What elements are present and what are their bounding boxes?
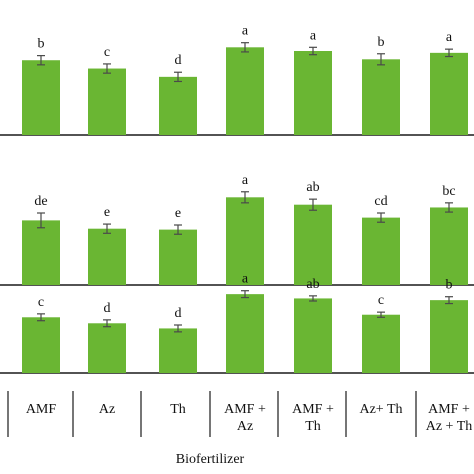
error-bar [309, 46, 317, 56]
significance-letter: c [104, 45, 110, 60]
significance-letter: ab [306, 180, 319, 195]
significance-letter: bc [442, 184, 455, 199]
chart-panel-1: b c d a a b a [0, 24, 474, 136]
bar [294, 51, 332, 135]
error-bar [309, 198, 317, 211]
error-bar [377, 311, 385, 318]
x-axis-title: Biofertilizer [176, 452, 245, 467]
significance-letter: a [446, 30, 453, 45]
bar [159, 229, 197, 285]
error-bar [445, 202, 453, 213]
significance-letter: b [378, 35, 385, 50]
category-tick-label: Az [99, 402, 115, 417]
bar [226, 294, 264, 373]
bar [430, 300, 468, 373]
significance-letter: c [378, 293, 384, 308]
bar [430, 52, 468, 135]
bar [226, 47, 264, 135]
category-tick-label: Th [170, 402, 186, 417]
bar [159, 328, 197, 373]
significance-letter: d [175, 53, 182, 68]
error-bar [241, 191, 249, 204]
error-bar [445, 48, 453, 58]
significance-letter: cd [374, 194, 387, 209]
error-bar [174, 224, 182, 235]
error-bar [103, 63, 111, 74]
error-bar [241, 290, 249, 299]
bar [362, 314, 400, 373]
bar [430, 207, 468, 285]
bar [88, 68, 126, 135]
bar [22, 317, 60, 373]
error-bar [174, 71, 182, 83]
bar [362, 59, 400, 135]
significance-letter: e [104, 205, 110, 220]
error-bar [309, 295, 317, 302]
significance-letter: b [38, 37, 45, 52]
category-tick-label: AMF + Az + Th [426, 402, 473, 434]
category-tick-label: AMF + Th [292, 402, 334, 434]
category-tick-label: Az+ Th [359, 402, 402, 417]
category-axis: AMF Az Th AMF + Az AMF + Th Az+ Th AMF + Az + Th [7, 391, 473, 437]
bar [159, 76, 197, 135]
error-bar [377, 53, 385, 66]
significance-letter: c [38, 295, 44, 310]
significance-letter: a [242, 173, 249, 188]
chart-panel-3: c d d a ab c b [0, 272, 474, 374]
error-bar [37, 313, 45, 322]
significance-letter: d [104, 301, 111, 316]
bar [226, 197, 264, 285]
significance-letter: a [242, 272, 249, 287]
significance-letter: ab [306, 277, 319, 292]
significance-letter: d [175, 306, 182, 321]
chart-panel-2: de e e a ab cd bc [0, 173, 474, 286]
error-bar [37, 212, 45, 229]
significance-letter: e [175, 206, 181, 221]
error-bar [103, 319, 111, 328]
bar [88, 228, 126, 285]
significance-letter: b [446, 278, 453, 293]
error-bar [174, 324, 182, 333]
bar [22, 60, 60, 135]
bar [22, 220, 60, 285]
bar [88, 323, 126, 373]
error-bar [241, 42, 249, 53]
error-bar [377, 212, 385, 223]
bar [362, 217, 400, 285]
bar [294, 298, 332, 373]
error-bar [103, 223, 111, 234]
error-bar [445, 296, 453, 305]
category-tick-label: AMF + Az [224, 402, 266, 434]
bar [294, 204, 332, 285]
category-tick-label: AMF [26, 402, 57, 417]
error-bar [37, 55, 45, 66]
significance-letter: de [34, 194, 47, 209]
significance-letter: a [310, 28, 317, 43]
significance-letter: a [242, 24, 249, 39]
